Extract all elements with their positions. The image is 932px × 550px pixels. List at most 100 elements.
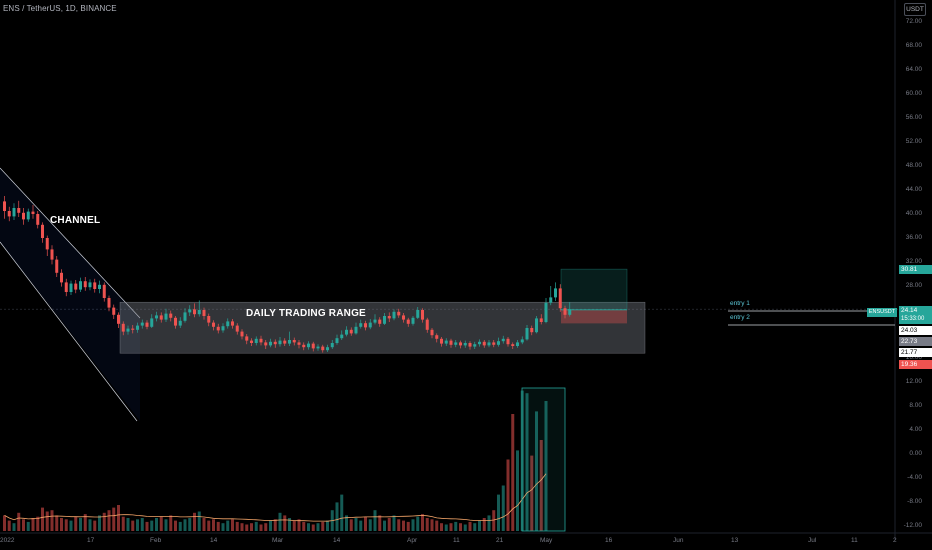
time-axis-label: Mar bbox=[272, 537, 284, 544]
candle bbox=[178, 317, 182, 328]
candle-body bbox=[278, 340, 282, 345]
candle-body bbox=[449, 340, 453, 345]
time-axis-label: Jun bbox=[673, 537, 684, 544]
price-axis-label: 4.00 bbox=[909, 426, 922, 433]
candle bbox=[183, 308, 187, 323]
volume-bar bbox=[482, 518, 486, 531]
candle-body bbox=[288, 340, 291, 344]
candle bbox=[36, 211, 40, 229]
candle-body bbox=[473, 344, 477, 347]
candle bbox=[221, 323, 225, 333]
trading-range-annotation[interactable]: DAILY TRADING RANGE bbox=[246, 308, 366, 319]
stop-zone bbox=[561, 309, 627, 324]
volume-bar bbox=[254, 521, 258, 531]
candle bbox=[406, 317, 410, 327]
candle bbox=[430, 328, 434, 339]
price-axis-label: 0.00 bbox=[909, 450, 922, 457]
volume-bar bbox=[425, 518, 429, 531]
volume-bar bbox=[22, 519, 25, 531]
candle-body bbox=[121, 323, 125, 332]
candle-body bbox=[169, 313, 173, 318]
volume-bar bbox=[74, 516, 78, 531]
volume-bar bbox=[41, 507, 44, 531]
candle-body bbox=[60, 272, 63, 283]
volume-bar bbox=[26, 521, 30, 531]
volume-bar bbox=[145, 521, 149, 531]
channel-annotation[interactable]: CHANNEL bbox=[50, 215, 101, 226]
price-tag: 24.03 bbox=[899, 326, 932, 335]
candle bbox=[216, 323, 220, 334]
volume-bar bbox=[454, 521, 458, 531]
candle-body bbox=[554, 288, 557, 298]
price-tag: 22.73 bbox=[899, 337, 932, 346]
entry-2-label[interactable]: entry 2 bbox=[730, 314, 750, 321]
volume-bar bbox=[202, 518, 206, 531]
volume-bars bbox=[3, 390, 548, 531]
candle bbox=[278, 337, 282, 347]
candle bbox=[41, 222, 44, 243]
volume-bar bbox=[126, 518, 130, 531]
volume-bar bbox=[155, 518, 158, 531]
candle-body bbox=[131, 328, 135, 330]
candle-body bbox=[421, 310, 424, 320]
volume-bar bbox=[231, 519, 234, 531]
candle bbox=[435, 333, 439, 343]
candle-body bbox=[316, 346, 320, 349]
candle-body bbox=[79, 281, 82, 290]
candle-body bbox=[264, 342, 268, 346]
time-axis-label: May bbox=[540, 537, 553, 544]
symbol-header[interactable]: ENS / TetherUS, 1D, BINANCE bbox=[3, 4, 117, 13]
volume-bar bbox=[397, 519, 401, 531]
candle bbox=[520, 336, 524, 345]
volume-bar bbox=[463, 524, 467, 531]
candle bbox=[169, 310, 173, 322]
volume-bar bbox=[60, 518, 63, 531]
volume-bar bbox=[316, 523, 320, 531]
candle bbox=[102, 282, 106, 302]
candle bbox=[425, 317, 429, 333]
volume-bar bbox=[335, 502, 339, 531]
time-axis-label: 11 bbox=[453, 537, 460, 544]
candle-body bbox=[397, 311, 401, 316]
volume-bar bbox=[288, 518, 291, 531]
entry-1-label[interactable]: entry 1 bbox=[730, 300, 750, 307]
candle-body bbox=[193, 309, 196, 315]
candle-body bbox=[12, 208, 16, 217]
candle bbox=[121, 321, 125, 336]
volume-bar bbox=[207, 520, 211, 531]
volume-bar bbox=[435, 520, 439, 531]
candle bbox=[397, 308, 401, 318]
candle-body bbox=[411, 317, 415, 324]
volume-bar bbox=[392, 515, 396, 531]
volume-bar bbox=[31, 518, 35, 531]
candle-body bbox=[392, 311, 396, 319]
price-axis-label: 44.00 bbox=[905, 186, 922, 193]
volume-bar bbox=[544, 401, 548, 531]
candle-body bbox=[250, 340, 253, 343]
candle bbox=[226, 318, 230, 329]
candle-body bbox=[311, 343, 315, 349]
currency-scale-button[interactable]: USDT bbox=[904, 3, 926, 16]
candle bbox=[45, 235, 49, 256]
volume-bar bbox=[411, 519, 415, 531]
volume-bar bbox=[459, 523, 462, 531]
candle-body bbox=[444, 340, 448, 344]
volume-bar bbox=[340, 494, 344, 531]
candle bbox=[454, 340, 458, 348]
candle bbox=[492, 340, 496, 348]
volume-bar bbox=[535, 411, 538, 531]
volume-bar bbox=[83, 514, 87, 531]
candle-body bbox=[226, 321, 230, 327]
volume-bar bbox=[354, 518, 358, 531]
candle bbox=[264, 340, 268, 349]
candle-body bbox=[563, 308, 567, 315]
candle bbox=[31, 205, 35, 219]
candle bbox=[83, 277, 87, 291]
candle bbox=[245, 334, 249, 345]
price-axis-label: 72.00 bbox=[905, 18, 922, 25]
candle bbox=[254, 336, 258, 346]
volume-bar bbox=[501, 485, 505, 531]
